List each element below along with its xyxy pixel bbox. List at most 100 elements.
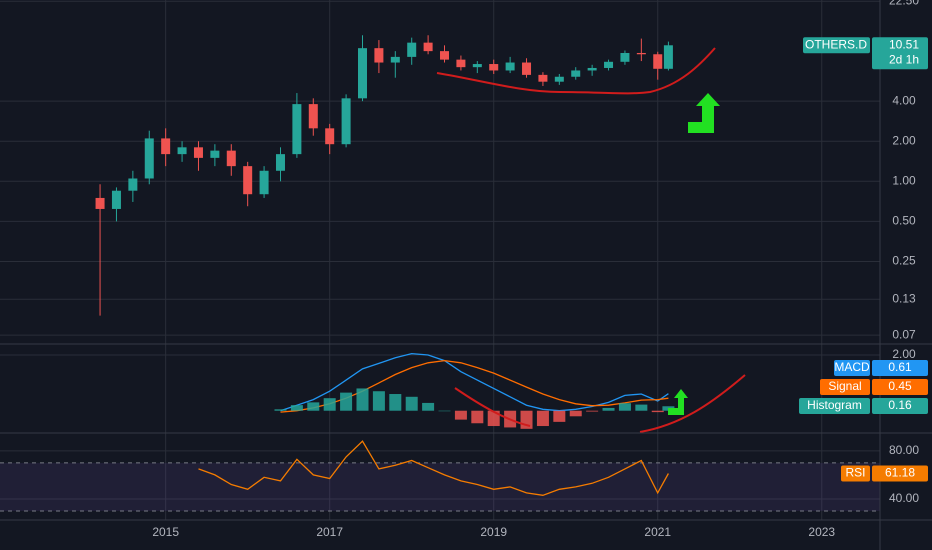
y-tick-label: 2.00 [892, 133, 916, 147]
legend-badge [799, 398, 870, 414]
candle-body [161, 138, 171, 155]
histogram-bar [454, 410, 467, 420]
histogram-bar [372, 391, 385, 411]
candle-body [423, 42, 433, 52]
histogram-bar [553, 410, 566, 422]
histogram-bar [651, 410, 664, 413]
trend-curve [436, 47, 716, 95]
candle-body [407, 42, 417, 57]
last-value: 0.61 [888, 360, 912, 374]
value-badge [872, 360, 928, 376]
candle-body [653, 54, 663, 69]
candle-body [571, 70, 581, 77]
candle-body [663, 45, 673, 69]
candle-body [456, 59, 466, 68]
candle-body [210, 150, 220, 158]
x-tick-label: 2015 [152, 525, 179, 539]
candle-body [243, 166, 253, 195]
candle-body [341, 98, 351, 145]
candle-body [620, 52, 630, 62]
y-tick-label: 0.50 [892, 214, 916, 228]
candle-body [357, 48, 367, 99]
x-tick-label: 2023 [808, 525, 835, 539]
symbol-name: OTHERS.D [805, 37, 867, 51]
legend-name: Signal [828, 379, 861, 393]
up-arrow [688, 93, 720, 133]
candle-body [308, 104, 318, 129]
candle-body [538, 74, 548, 82]
candle-body [275, 154, 285, 171]
candle-body [505, 62, 515, 71]
indicator-line [198, 440, 669, 496]
candle-body [604, 61, 614, 68]
candle-body [554, 76, 564, 82]
candle-body [472, 64, 482, 68]
indicator-line [280, 352, 669, 412]
last-value: 0.45 [888, 379, 912, 393]
last-price: 10.51 [889, 37, 919, 51]
histogram-bar [307, 402, 320, 411]
legend-name: RSI [845, 466, 865, 480]
histogram-bar [389, 394, 402, 411]
candle-body [440, 51, 450, 60]
candle-body [259, 170, 269, 195]
histogram-bar [471, 410, 484, 424]
candle-body [636, 52, 646, 55]
candle-body [325, 128, 335, 145]
candle-body [193, 147, 203, 158]
y-tick-label: 0.25 [892, 254, 916, 268]
candle-body [390, 56, 400, 63]
trend-curve [454, 387, 531, 427]
last-value: 0.16 [888, 398, 912, 412]
last-value: 61.18 [885, 466, 915, 480]
histogram-bar [422, 402, 435, 411]
candle-body [292, 104, 302, 155]
y-tick-label: 2.00 [892, 347, 916, 361]
candle-body [111, 190, 121, 209]
histogram-bar [618, 403, 631, 411]
price-badge [872, 37, 928, 70]
histogram-bar [536, 410, 549, 427]
histogram-bar [586, 410, 599, 412]
candle-body [177, 147, 187, 155]
histogram-bar [635, 404, 648, 411]
candle-body [144, 138, 154, 179]
countdown: 2d 1h [889, 52, 919, 66]
candle-body [226, 150, 236, 167]
x-tick-label: 2017 [316, 525, 343, 539]
histogram-bar [323, 398, 336, 411]
histogram-bar [602, 407, 615, 411]
legend-badge [841, 465, 870, 482]
y-tick-label: 1.00 [892, 173, 916, 187]
x-tick-label: 2021 [644, 525, 671, 539]
y-tick-label: 40.00 [889, 491, 919, 505]
symbol-badge [803, 37, 870, 54]
y-tick-label: 4.00 [892, 93, 916, 107]
y-tick-label: 0.07 [892, 327, 916, 341]
histogram-bar [569, 410, 582, 417]
y-tick-label: 0.13 [892, 291, 916, 305]
rsi-band [0, 462, 880, 511]
histogram-bar [438, 410, 451, 412]
trend-curve [639, 374, 746, 433]
candle-body [374, 48, 384, 63]
value-badge [872, 398, 928, 414]
legend-badge [820, 379, 870, 395]
histogram-bar [405, 396, 418, 411]
candle-body [489, 64, 499, 71]
value-badge [872, 379, 928, 395]
histogram-bar [340, 392, 353, 411]
histogram-bar [290, 405, 303, 411]
legend-name: MACD [834, 360, 870, 374]
y-tick-label: 80.00 [889, 443, 919, 457]
x-tick-label: 2019 [480, 525, 507, 539]
y-tick-label: 22.50 [889, 0, 919, 7]
drawings [436, 47, 746, 433]
candle-body [522, 62, 532, 75]
candle-body [587, 67, 597, 71]
histogram-bar [274, 409, 287, 411]
histogram-bar [487, 410, 500, 427]
value-badge [872, 465, 928, 482]
